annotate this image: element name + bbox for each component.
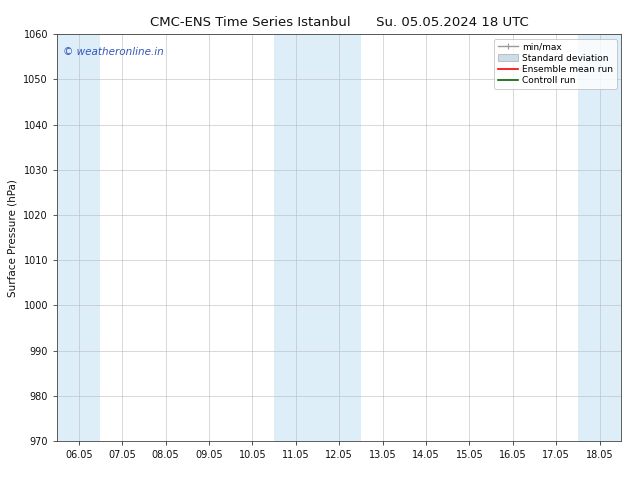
Bar — [274, 34, 361, 441]
Text: © weatheronline.in: © weatheronline.in — [63, 47, 164, 56]
Y-axis label: Surface Pressure (hPa): Surface Pressure (hPa) — [8, 179, 18, 296]
Bar — [57, 34, 100, 441]
Title: CMC-ENS Time Series Istanbul      Su. 05.05.2024 18 UTC: CMC-ENS Time Series Istanbul Su. 05.05.2… — [150, 16, 529, 29]
Legend: min/max, Standard deviation, Ensemble mean run, Controll run: min/max, Standard deviation, Ensemble me… — [495, 39, 617, 89]
Bar — [578, 34, 621, 441]
